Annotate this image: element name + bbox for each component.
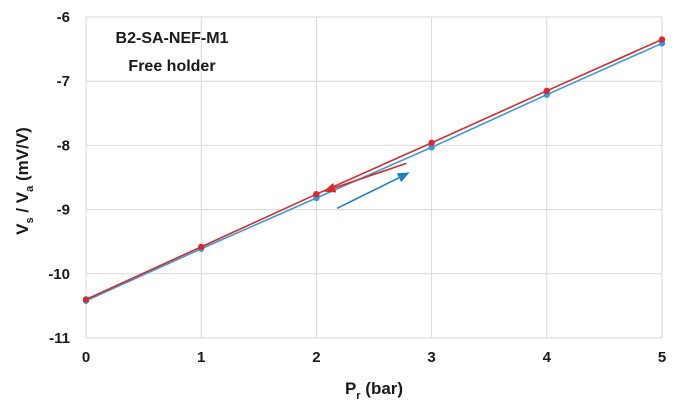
y-tick-label: -8 <box>57 137 70 154</box>
data-point-1 <box>82 296 90 303</box>
y-tick-label: -11 <box>49 330 70 347</box>
x-tick-label: 0 <box>82 349 90 366</box>
arrow-shaft-1 <box>336 176 400 210</box>
y-tick-label: -10 <box>48 266 70 283</box>
data-point-1 <box>658 36 666 43</box>
arrow-head-0 <box>323 183 337 193</box>
x-tick-label: 3 <box>427 349 435 366</box>
annotation-holder: Free holder <box>128 58 215 75</box>
x-axis-label: Pr (bar) <box>345 379 403 402</box>
data-point-1 <box>543 87 550 95</box>
data-point-1 <box>313 190 320 198</box>
tick-labels: 0 1 2 3 4 5 -11 -10 -9 -8 -7 -6 <box>48 9 666 366</box>
x-tick-label: 4 <box>543 349 552 366</box>
y-axis-label: Vs / Va (mV/V) <box>13 127 36 235</box>
y-tick-label: -9 <box>57 202 70 219</box>
series-layer <box>82 36 666 304</box>
series-line-1 <box>85 38 663 301</box>
arrow-head-1 <box>396 172 410 183</box>
data-point-0 <box>428 144 435 151</box>
series-line-0 <box>85 42 663 302</box>
data-point-1 <box>428 139 435 147</box>
data-point-1 <box>198 243 205 251</box>
grid <box>85 16 663 339</box>
arrow-shaft-0 <box>334 162 407 189</box>
y-tick-label: -7 <box>57 73 70 90</box>
y-tick-label: -6 <box>57 9 70 26</box>
x-tick-label: 1 <box>197 349 205 366</box>
x-tick-label: 5 <box>658 349 666 366</box>
arrow-layer <box>323 162 410 210</box>
annotation-sample-id: B2-SA-NEF-M1 <box>116 30 229 47</box>
x-tick-label: 2 <box>312 349 320 366</box>
